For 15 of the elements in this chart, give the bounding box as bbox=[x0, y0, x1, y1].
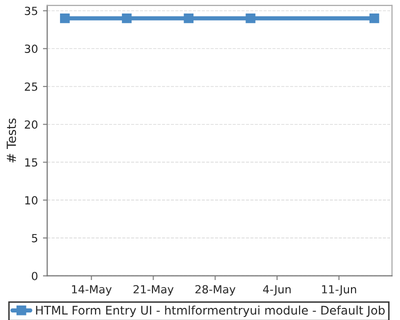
y-tick-label: 15 bbox=[25, 158, 38, 167]
x-tick-label: 4-Jun bbox=[263, 285, 291, 296]
y-axis-title: # Tests bbox=[6, 118, 16, 162]
y-tick-label: 25 bbox=[24, 82, 38, 91]
y-tick-label: 35 bbox=[24, 6, 38, 16]
y-tick-label: 10 bbox=[25, 196, 38, 204]
x-tick-label: 28-May bbox=[195, 285, 236, 296]
x-tick-label: 21-May bbox=[134, 285, 174, 296]
y-tick-label: 5 bbox=[32, 234, 38, 242]
y-tick-label: 0 bbox=[32, 272, 38, 280]
x-tick-label: 14-May bbox=[72, 285, 112, 296]
y-tick-label: 20 bbox=[24, 120, 38, 129]
legend-label: HTML Form Entry UI - htmlformentryui module - Default Job bbox=[36, 306, 385, 317]
y-tick-label: 30 bbox=[24, 44, 38, 53]
x-tick-label: 11-Jun bbox=[322, 285, 356, 296]
